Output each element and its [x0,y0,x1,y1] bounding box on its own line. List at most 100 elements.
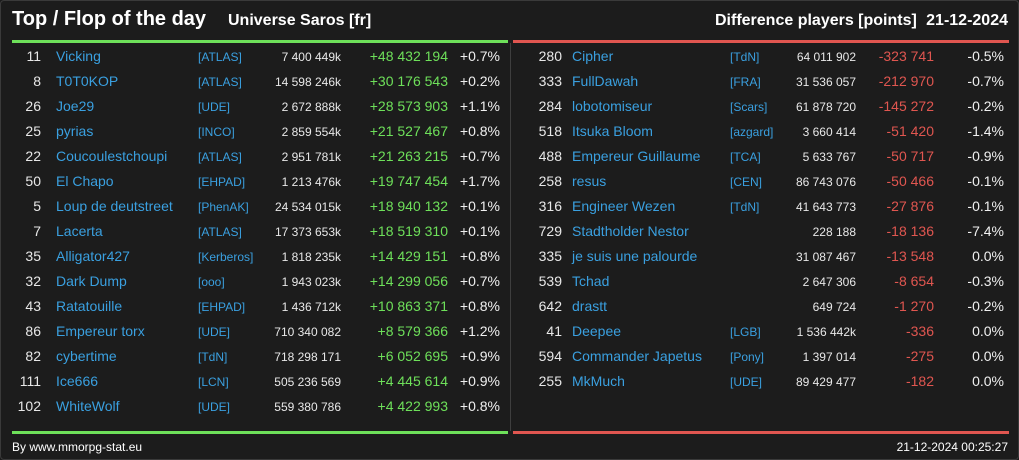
player-rank: 43 [25,298,41,314]
percent-change: 0.0% [972,348,1004,364]
player-name-link[interactable]: Dark Dump [56,273,127,289]
player-name-link[interactable]: Engineer Wezen [572,198,676,214]
points-difference: -18 136 [886,223,934,239]
points-difference: -27 876 [886,198,934,214]
percent-change: +0.9% [459,348,500,364]
player-name-link[interactable]: Deepee [572,323,622,339]
player-rank: 102 [17,398,41,414]
player-points: 228 188 [812,225,856,239]
footer-timestamp: 21-12-2024 00:25:27 [896,440,1008,454]
player-points: 1 436 712k [281,300,341,314]
player-name-link[interactable]: Alligator427 [56,248,130,264]
player-name-link[interactable]: Vicking [56,48,101,64]
player-row: 26 Joe29 [UDE] 2 672 888k +28 573 903 +1.1% [1,98,510,123]
player-row: 333 FullDawah [FRA] 31 536 057 -212 970 -0.7% [511,73,1018,98]
player-name-link[interactable]: Empereur torx [56,323,145,339]
alliance-tag-link[interactable]: [ATLAS] [198,150,242,164]
player-name-link[interactable]: Lacerta [56,223,103,239]
alliance-tag-link[interactable]: [Kerberos] [198,250,254,264]
player-name-link[interactable]: Tchad [572,273,610,289]
player-name-link[interactable]: MkMuch [572,373,625,389]
player-rank: 539 [538,273,562,289]
alliance-tag-link[interactable]: [INCO] [198,125,235,139]
player-row: 102 WhiteWolf [UDE] 559 380 786 +4 422 993 +0… [1,398,510,423]
alliance-tag-link[interactable]: [TdN] [198,350,228,364]
player-name-link[interactable]: T0T0KOP [56,73,119,89]
player-row: 642 drastt 649 724 -1 270 -0.2% [511,298,1018,323]
alliance-tag-link[interactable]: [UDE] [198,400,231,414]
player-rank: 284 [538,98,562,114]
alliance-tag-link[interactable]: [CEN] [730,175,763,189]
alliance-tag-link[interactable]: [azgard] [730,125,774,139]
percent-change: -0.2% [967,98,1004,114]
alliance-tag-link[interactable]: [UDE] [198,100,231,114]
player-row: 41 Deepee [LGB] 1 536 442k -336 0.0% [511,323,1018,348]
player-name-link[interactable]: cybertime [56,348,117,364]
points-difference: +4 445 614 [377,373,448,389]
player-row: 316 Engineer Wezen [TdN] 41 643 773 -27 876 -… [511,198,1018,223]
percent-change: +1.1% [459,98,500,114]
alliance-tag-link[interactable]: [Pony] [730,350,765,364]
points-difference: +8 579 366 [377,323,448,339]
player-rank: 5 [33,198,41,214]
alliance-tag-link[interactable]: [UDE] [198,325,231,339]
player-name-link[interactable]: Stadtholder Nestor [572,223,689,239]
player-name-link[interactable]: Coucoulestchoupi [56,148,168,164]
player-name-link[interactable]: je suis une palourde [572,248,698,264]
points-difference: +21 527 467 [369,123,448,139]
player-name-link[interactable]: Ice666 [56,373,99,389]
percent-change: +0.1% [459,223,500,239]
player-name-link[interactable]: drastt [572,298,608,314]
flop-accent-line [513,40,1009,43]
player-points: 5 633 767 [802,150,856,164]
player-name-link[interactable]: El Chapo [56,173,114,189]
alliance-tag-link[interactable]: [ATLAS] [198,75,242,89]
player-name-link[interactable]: Loup de deutstreet [56,198,173,214]
alliance-tag-link[interactable]: [UDE] [730,375,763,389]
player-row: 729 Stadtholder Nestor 228 188 -18 136 -7.4% [511,223,1018,248]
column-divider [510,43,511,431]
player-name-link[interactable]: Commander Japetus [572,348,702,364]
player-name-link[interactable]: Ratatouille [56,298,123,314]
player-name-link[interactable]: Cipher [572,48,614,64]
player-row: 25 pyrias [INCO] 2 859 554k +21 527 467 +0.8% [1,123,510,148]
player-rank: 7 [33,223,41,239]
alliance-tag-link[interactable]: [Scars] [730,100,768,114]
points-difference: +14 429 151 [369,248,448,264]
alliance-tag-link[interactable]: [TdN] [730,200,760,214]
alliance-tag-link[interactable]: [EHPAD] [198,175,246,189]
alliance-tag-link[interactable]: [ATLAS] [198,225,242,239]
player-rank: 333 [538,73,562,89]
player-name-link[interactable]: WhiteWolf [56,398,120,414]
percent-change: -0.5% [967,48,1004,64]
player-name-link[interactable]: Empereur Guillaume [572,148,701,164]
points-difference: -275 [905,348,934,364]
alliance-tag-link[interactable]: [EHPAD] [198,300,246,314]
points-difference: -212 970 [878,73,934,89]
player-row: 32 Dark Dump [ooo] 1 943 023k +14 299 056 +0.… [1,273,510,298]
alliance-tag-link[interactable]: [LCN] [198,375,229,389]
percent-change: +0.2% [459,73,500,89]
player-points: 31 536 057 [795,75,856,89]
player-points: 14 598 246k [274,75,341,89]
percent-change: -1.4% [967,123,1004,139]
player-name-link[interactable]: Joe29 [56,98,95,114]
player-name-link[interactable]: pyrias [56,123,94,139]
alliance-tag-link[interactable]: [TCA] [730,150,761,164]
header: Top / Flop of the day Universe Saros [fr… [1,1,1018,41]
percent-change: 0.0% [972,323,1004,339]
player-points: 24 534 015k [274,200,341,214]
alliance-tag-link[interactable]: [TdN] [730,50,760,64]
alliance-tag-link[interactable]: [PhenAK] [198,200,249,214]
alliance-tag-link[interactable]: [FRA] [730,75,761,89]
alliance-tag-link[interactable]: [LGB] [730,325,761,339]
player-name-link[interactable]: FullDawah [572,73,639,89]
player-rank: 280 [538,48,562,64]
player-rank: 11 [26,48,41,64]
alliance-tag-link[interactable]: [ATLAS] [198,50,242,64]
alliance-tag-link[interactable]: [ooo] [198,275,225,289]
player-name-link[interactable]: lobotomiseur [572,98,653,114]
player-name-link[interactable]: resus [572,173,607,189]
player-name-link[interactable]: Itsuka Bloom [572,123,653,139]
points-difference: +4 422 993 [377,398,448,414]
